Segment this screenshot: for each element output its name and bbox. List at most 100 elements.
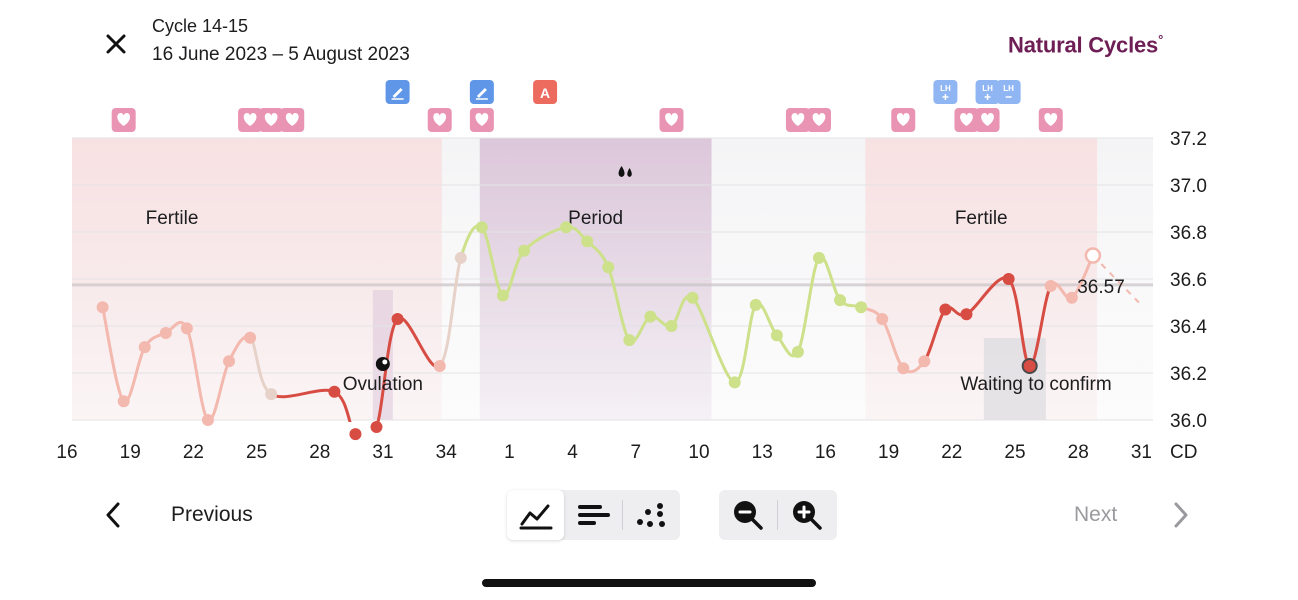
heart-icon[interactable] bbox=[659, 108, 684, 132]
temperature-point[interactable] bbox=[223, 355, 236, 368]
temperature-point[interactable] bbox=[812, 251, 825, 264]
view-divider bbox=[622, 500, 623, 530]
temperature-point[interactable] bbox=[244, 331, 257, 344]
test-pen-icon[interactable] bbox=[385, 80, 410, 104]
chevron-right-icon bbox=[1174, 502, 1188, 528]
current-temperature-label: 36.57 bbox=[1077, 277, 1125, 298]
temperature-point[interactable] bbox=[201, 414, 214, 426]
list-view-button[interactable] bbox=[565, 490, 622, 540]
y-tick-label: 36.0 bbox=[1170, 411, 1207, 432]
zoom-controls bbox=[719, 490, 837, 540]
test-pen-icon[interactable] bbox=[469, 80, 494, 104]
period-a-icon[interactable]: A bbox=[533, 80, 558, 104]
temperature-point[interactable] bbox=[349, 428, 362, 441]
temperature-point[interactable] bbox=[960, 308, 973, 321]
y-tick-label: 37.0 bbox=[1170, 176, 1207, 197]
y-tick-label: 36.2 bbox=[1170, 364, 1207, 385]
predicted-point[interactable] bbox=[1084, 247, 1102, 264]
y-tick-label: 36.4 bbox=[1170, 317, 1207, 338]
heart-icon[interactable] bbox=[259, 108, 284, 132]
temperature-point[interactable] bbox=[897, 362, 910, 375]
temperature-point[interactable] bbox=[518, 244, 531, 257]
line-segment bbox=[438, 256, 463, 368]
scatter-view-button[interactable] bbox=[623, 490, 680, 540]
heart-icon[interactable] bbox=[111, 108, 136, 132]
temperature-point[interactable] bbox=[433, 359, 446, 372]
temperature-point[interactable] bbox=[391, 312, 404, 325]
next-arrow-button[interactable] bbox=[1164, 498, 1198, 532]
temperature-point[interactable] bbox=[265, 388, 278, 401]
temperature-chart[interactable]: 37.2 37.0 36.8 36.6 36.4 36.2 36.0 Fertile Perio… bbox=[0, 0, 1298, 480]
heart-icon[interactable] bbox=[806, 108, 831, 132]
zoom-out-icon bbox=[734, 501, 763, 530]
temperature-point[interactable] bbox=[855, 301, 868, 314]
y-tick-label: 36.8 bbox=[1170, 223, 1207, 244]
cycle-dates: 16 June 2023 – 5 August 2023 bbox=[152, 44, 410, 65]
graph-view-icon bbox=[519, 504, 552, 530]
close-button[interactable] bbox=[98, 26, 134, 62]
x-tick-label: 25 bbox=[1004, 442, 1025, 463]
temperature-point[interactable] bbox=[475, 221, 488, 234]
x-tick-label: 7 bbox=[631, 442, 642, 463]
temperature-point[interactable] bbox=[560, 221, 573, 234]
temperature-point[interactable] bbox=[496, 289, 509, 302]
brand-mark: ° bbox=[1158, 32, 1164, 47]
temperature-point[interactable] bbox=[834, 294, 847, 307]
heart-icon[interactable] bbox=[238, 108, 263, 132]
temperature-point[interactable] bbox=[1065, 291, 1078, 304]
temperature-point[interactable] bbox=[180, 322, 193, 335]
temperature-point[interactable] bbox=[159, 327, 172, 340]
temperature-point[interactable] bbox=[454, 251, 467, 264]
x-axis-label: CD bbox=[1170, 442, 1197, 463]
temperature-point[interactable] bbox=[749, 298, 762, 311]
temperature-point[interactable] bbox=[770, 329, 783, 342]
heart-icon[interactable] bbox=[427, 108, 452, 132]
ovulation-label: Ovulation bbox=[343, 374, 423, 395]
fertile-zone-label: Fertile bbox=[146, 208, 199, 229]
x-tick-label: 22 bbox=[941, 442, 962, 463]
temperature-point-selected[interactable] bbox=[1021, 357, 1038, 374]
temperature-point[interactable] bbox=[728, 376, 741, 389]
ovulation-band bbox=[372, 290, 393, 420]
x-tick-label: 10 bbox=[688, 442, 709, 463]
temperature-point[interactable] bbox=[623, 334, 636, 347]
temperature-point[interactable] bbox=[1002, 273, 1015, 285]
x-tick-label: 4 bbox=[567, 442, 578, 463]
temperature-point[interactable] bbox=[117, 395, 130, 408]
temperature-point[interactable] bbox=[644, 310, 657, 323]
temperature-point[interactable] bbox=[602, 261, 615, 274]
zoom-out-button[interactable] bbox=[719, 490, 777, 540]
heart-icon[interactable] bbox=[954, 108, 979, 132]
heart-icon[interactable] bbox=[27, 108, 51, 132]
heart-icon[interactable] bbox=[785, 108, 810, 132]
alert-icon[interactable] bbox=[27, 80, 51, 104]
x-tick-label: 16 bbox=[56, 442, 77, 463]
temperature-point[interactable] bbox=[791, 345, 804, 358]
temperature-point[interactable] bbox=[665, 320, 678, 332]
next-button[interactable]: Next bbox=[1074, 503, 1118, 526]
temperature-point[interactable] bbox=[581, 235, 594, 248]
period-zone-label: Period bbox=[568, 208, 623, 229]
previous-button[interactable]: Previous bbox=[171, 503, 253, 526]
temperature-point[interactable] bbox=[96, 301, 109, 314]
heart-icon[interactable] bbox=[469, 108, 494, 132]
temperature-point[interactable] bbox=[370, 421, 383, 434]
previous-arrow-button[interactable] bbox=[96, 498, 130, 532]
lh-positive-icon[interactable]: LH bbox=[933, 80, 958, 104]
graph-view-button[interactable] bbox=[507, 490, 564, 540]
zoom-in-button[interactable] bbox=[778, 490, 836, 540]
lh-positive-icon[interactable]: LH bbox=[975, 80, 1000, 104]
temperature-point[interactable] bbox=[138, 341, 151, 354]
heart-icon[interactable] bbox=[280, 108, 305, 132]
heart-icon[interactable] bbox=[975, 108, 1000, 132]
temperature-point[interactable] bbox=[939, 303, 952, 316]
temperature-point[interactable] bbox=[328, 385, 341, 398]
heart-icon[interactable] bbox=[1038, 108, 1063, 132]
temperature-point[interactable] bbox=[876, 312, 889, 325]
view-mode-toggle bbox=[507, 490, 680, 540]
temperature-point[interactable] bbox=[686, 291, 699, 304]
lh-negative-icon[interactable]: LH bbox=[996, 80, 1021, 104]
heart-icon[interactable] bbox=[891, 108, 916, 132]
temperature-point[interactable] bbox=[918, 355, 931, 368]
temperature-point[interactable] bbox=[1044, 280, 1057, 293]
